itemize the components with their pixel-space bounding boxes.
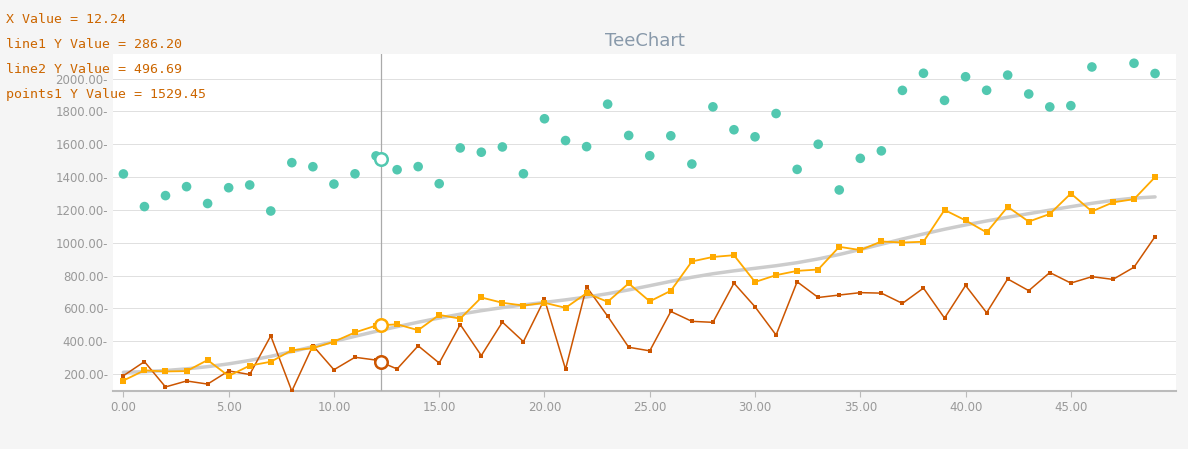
Point (240, 181, 259, 189)
Point (387, 166, 406, 173)
Point (619, 132, 638, 139)
Point (409, 163, 428, 170)
Point (682, 160, 701, 167)
Point (662, 132, 681, 139)
Point (450, 144, 469, 151)
Point (893, 87, 912, 94)
Point (956, 73, 975, 80)
Point (177, 183, 196, 190)
Point (788, 166, 807, 173)
Point (766, 110, 785, 117)
Point (346, 170, 365, 177)
Point (324, 180, 343, 188)
Point (114, 170, 133, 177)
Point (514, 170, 533, 177)
Point (1104, 42, 1123, 49)
Point (725, 126, 744, 133)
Point (998, 71, 1017, 79)
Point (872, 147, 891, 154)
Point (851, 155, 870, 162)
Point (472, 149, 491, 156)
Point (1061, 102, 1080, 109)
Point (283, 159, 302, 166)
Point (1125, 60, 1144, 67)
Point (367, 152, 386, 159)
Point (198, 200, 217, 207)
Point (303, 163, 322, 170)
Point (640, 152, 659, 159)
Point (935, 97, 954, 104)
Point (156, 192, 175, 199)
Point (577, 143, 596, 150)
Point (598, 101, 617, 108)
Point (261, 207, 280, 215)
Point (977, 87, 996, 94)
Point (809, 141, 828, 148)
Point (1019, 90, 1038, 97)
Point (829, 186, 848, 194)
Point (556, 137, 575, 144)
Point (746, 133, 765, 141)
Point (493, 143, 512, 150)
Point (135, 203, 154, 210)
Point (430, 180, 449, 187)
Point (535, 115, 554, 122)
Point (219, 184, 238, 191)
Point (914, 70, 933, 77)
Text: X Value = 12.24: X Value = 12.24 (6, 13, 126, 26)
Point (1145, 70, 1164, 77)
Text: line2 Y Value = 496.69: line2 Y Value = 496.69 (6, 63, 182, 76)
Point (1082, 63, 1101, 70)
Title: TeeChart: TeeChart (605, 31, 684, 49)
Text: line1 Y Value = 286.20: line1 Y Value = 286.20 (6, 38, 182, 51)
Point (703, 103, 722, 110)
Text: points1 Y Value = 1529.45: points1 Y Value = 1529.45 (6, 88, 206, 101)
Point (1041, 103, 1060, 110)
